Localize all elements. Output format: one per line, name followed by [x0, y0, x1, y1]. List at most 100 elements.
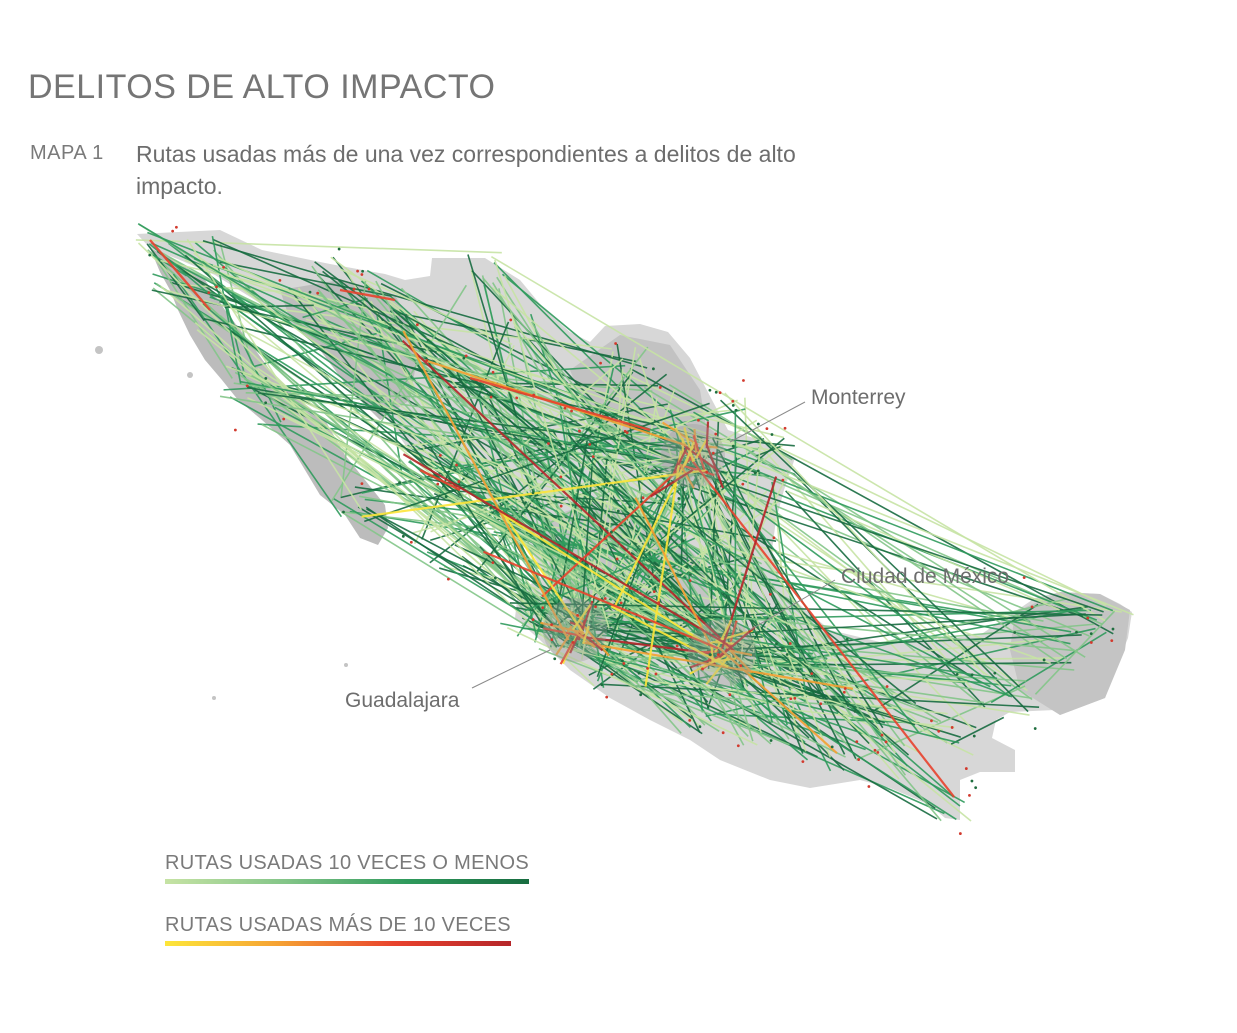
monterrey-hub: [661, 424, 725, 488]
route-line: [224, 304, 314, 309]
incident-dot: [964, 767, 968, 770]
incident-dot: [625, 431, 629, 435]
route-line: [413, 310, 601, 531]
city-label-guadalajara: Guadalajara: [345, 689, 460, 712]
legend-high-frequency: RUTAS USADAS MÁS DE 10 VECES: [165, 914, 511, 946]
incident-dot: [769, 592, 772, 596]
legend-low-gradient: [165, 879, 529, 884]
incident-dot: [446, 577, 450, 581]
route-line: [421, 321, 510, 540]
incident-dot: [843, 687, 847, 690]
incident-dot: [637, 671, 641, 675]
incident-dot: [785, 653, 789, 656]
incident-dot: [537, 442, 541, 446]
incident-dot: [559, 475, 563, 479]
route-line: [564, 646, 785, 709]
incident-dot: [731, 403, 735, 407]
route-line: [582, 625, 590, 645]
route-line: [340, 268, 513, 345]
incident-dot: [352, 287, 356, 291]
incident-dot: [605, 695, 609, 699]
incident-dot: [316, 291, 320, 295]
incident-dot: [563, 406, 567, 410]
legend-low-label: RUTAS USADAS 10 VECES O MENOS: [165, 852, 529, 874]
route-line: [719, 399, 1021, 688]
routes-high-frequency: [149, 239, 956, 798]
route-line: [584, 636, 710, 655]
incident-dot: [739, 664, 743, 668]
incident-dot: [1033, 727, 1037, 730]
route-line: [579, 620, 610, 657]
route-line: [506, 393, 580, 613]
island: [212, 696, 216, 700]
route-line: [514, 326, 745, 746]
incident-dot: [541, 606, 545, 610]
legend-low-frequency: RUTAS USADAS 10 VECES O MENOS: [165, 852, 529, 884]
route-line: [540, 621, 585, 634]
route-line: [644, 659, 846, 758]
incident-dot: [425, 359, 429, 362]
route-line: [704, 461, 920, 733]
route-line: [137, 242, 595, 687]
incident-dot: [1089, 641, 1093, 644]
incident-dot: [698, 725, 702, 729]
route-line: [219, 395, 691, 472]
route-line: [732, 635, 921, 711]
incident-dot: [736, 744, 740, 748]
incident-dot: [772, 536, 776, 540]
incident-dot: [708, 653, 712, 657]
incident-dot: [409, 540, 413, 544]
incident-dot: [711, 451, 715, 455]
route-line: [135, 239, 502, 254]
incident-dot: [688, 579, 692, 583]
route-line: [184, 259, 711, 444]
route-line: [698, 438, 832, 758]
incident-dot: [972, 734, 976, 738]
route-line: [501, 273, 703, 440]
incident-dot: [610, 672, 614, 676]
city-label-monterrey: Monterrey: [811, 386, 906, 409]
route-line: [583, 633, 604, 652]
route-line: [603, 369, 624, 594]
route-line: [154, 257, 233, 379]
route-line: [683, 441, 695, 466]
route-line: [693, 411, 710, 422]
incident-dot: [1030, 605, 1034, 609]
incident-dot: [621, 659, 624, 663]
route-line: [366, 508, 591, 628]
route-line: [990, 631, 1107, 704]
incident-dot: [264, 376, 268, 380]
route-line: [705, 421, 710, 449]
incident-dot: [1022, 576, 1026, 580]
incident-dot: [464, 354, 468, 358]
route-line: [837, 712, 972, 822]
route-line: [228, 322, 834, 650]
route-line: [693, 470, 1104, 613]
incident-dot: [955, 673, 959, 676]
incident-dot: [493, 576, 497, 580]
incident-dot: [639, 693, 643, 697]
incident-dot: [937, 729, 941, 733]
incident-dot: [756, 469, 760, 473]
route-line: [705, 654, 731, 685]
incident-dot: [714, 432, 718, 436]
route-line: [402, 330, 570, 641]
incident-dot: [360, 482, 364, 485]
route-line: [389, 306, 697, 475]
route-line: [482, 277, 942, 822]
route-line: [740, 541, 907, 776]
route-line: [555, 632, 572, 656]
route-line: [730, 649, 753, 657]
route-line: [493, 262, 678, 447]
route-line: [580, 484, 721, 638]
incident-dot: [576, 614, 580, 617]
incident-dot: [1111, 627, 1115, 631]
incident-dot: [968, 794, 971, 797]
cdmx-leader: [749, 579, 836, 631]
incident-dot: [438, 453, 442, 457]
incident-dot: [462, 356, 466, 360]
route-line: [331, 284, 467, 502]
route-line: [224, 300, 733, 656]
route-line: [149, 239, 211, 311]
route-line: [538, 648, 790, 746]
